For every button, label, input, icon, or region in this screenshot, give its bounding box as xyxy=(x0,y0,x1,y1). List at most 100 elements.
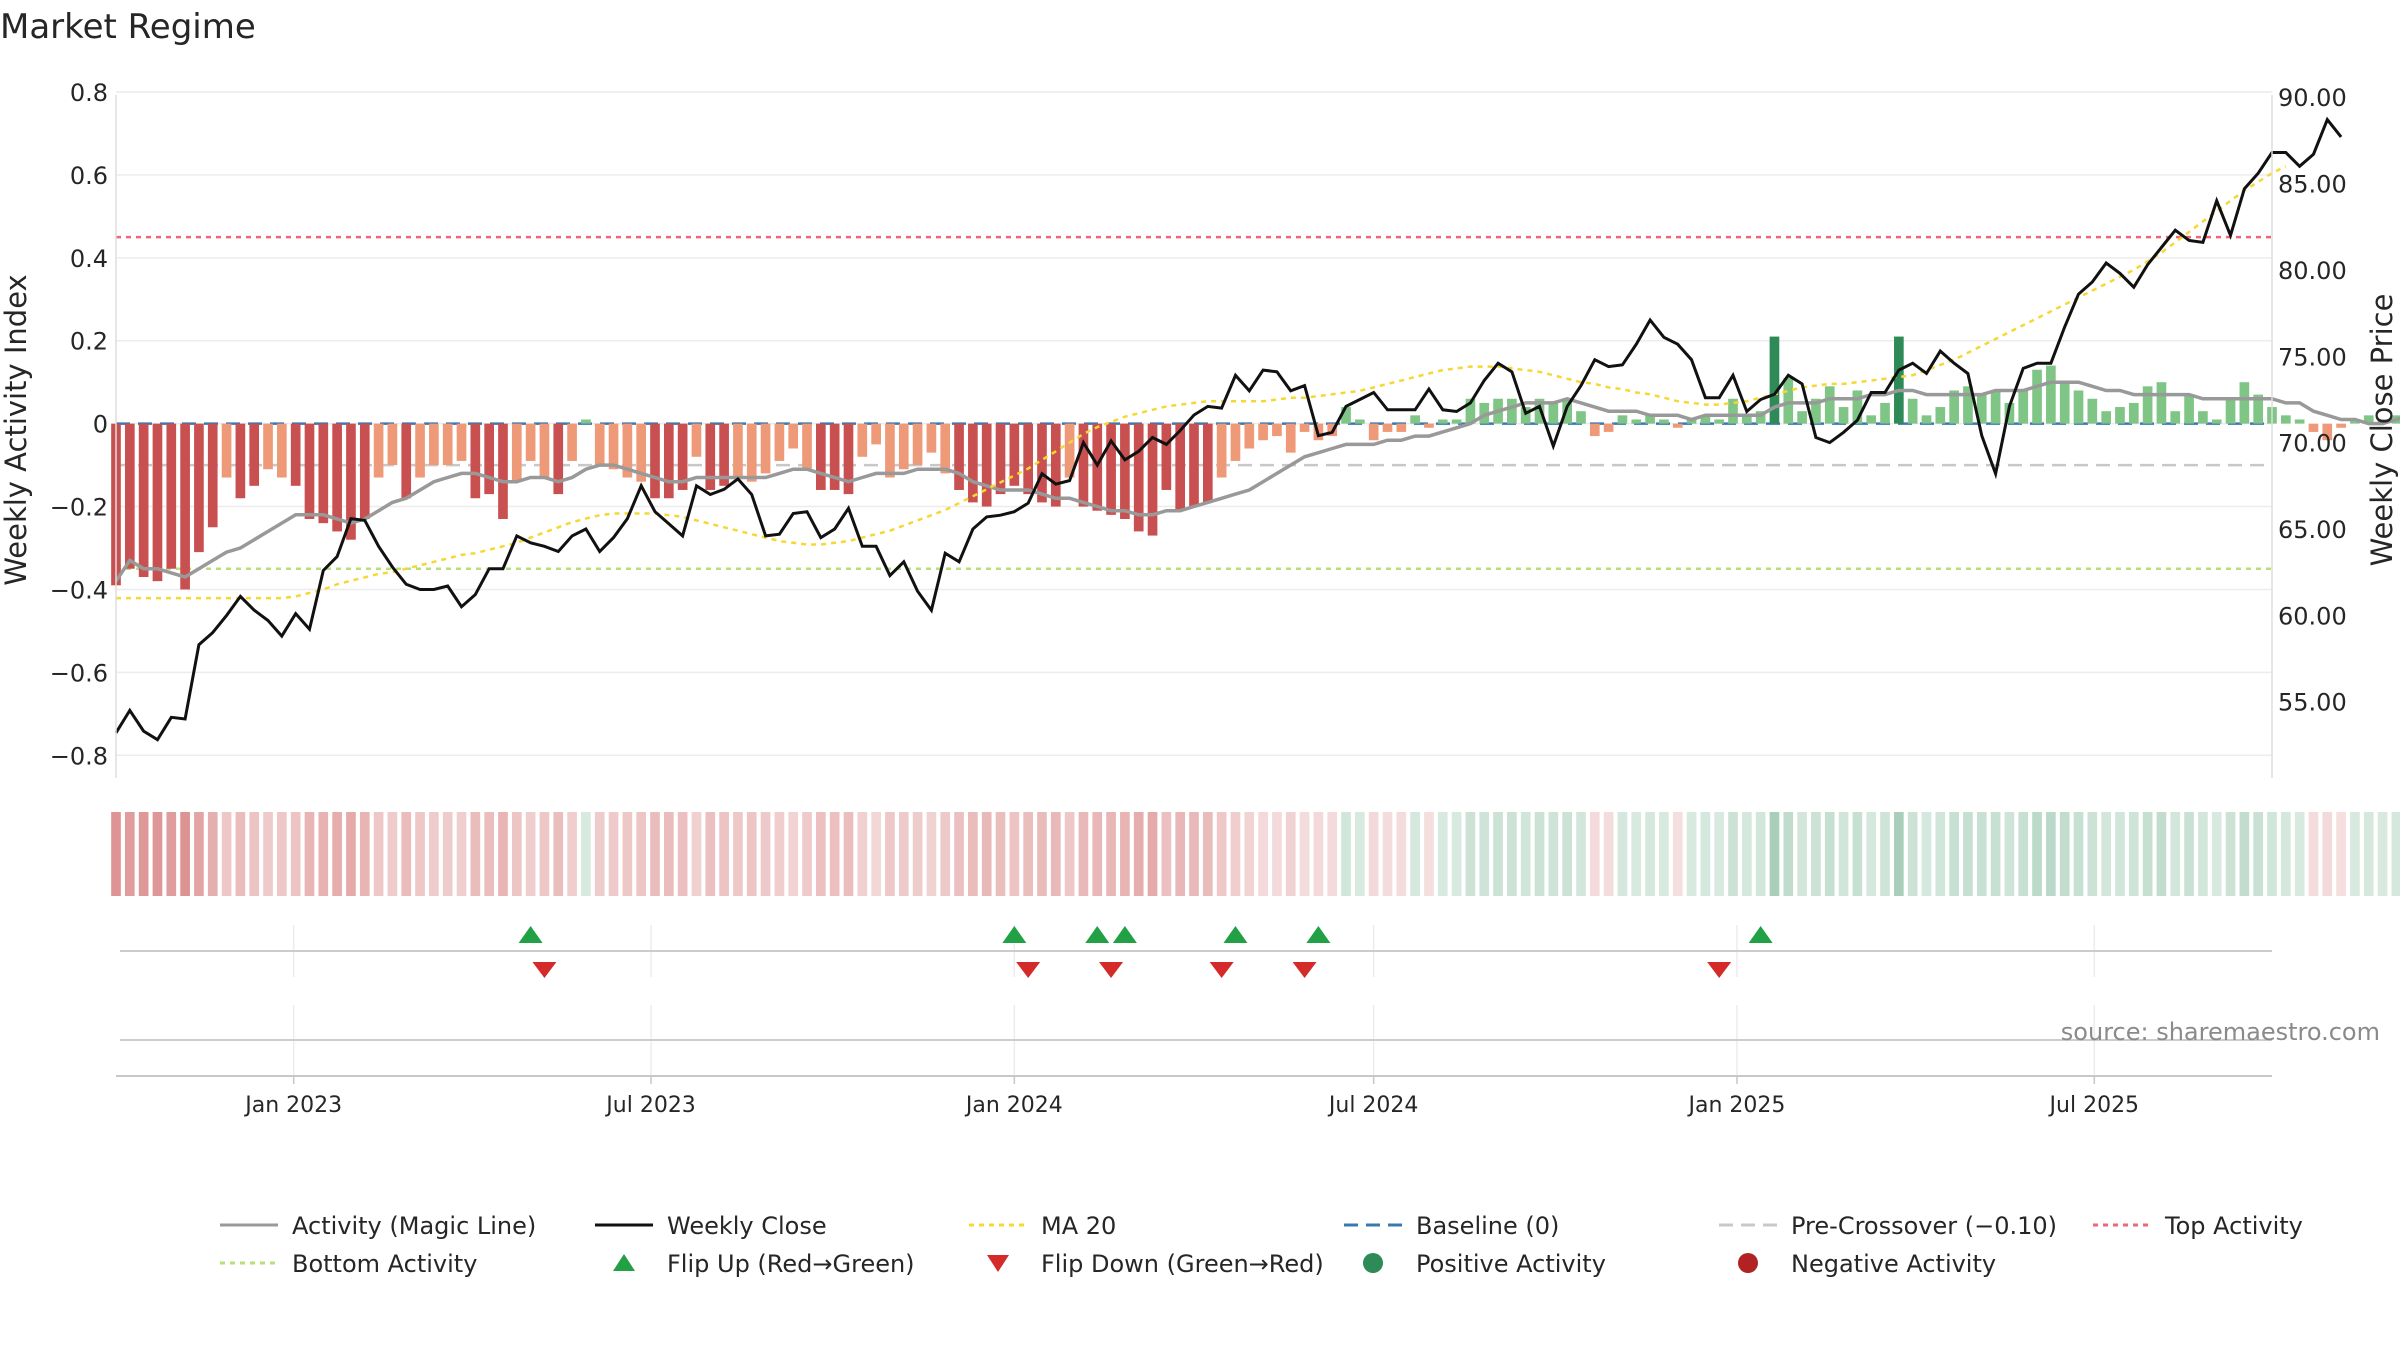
regime-cell xyxy=(1050,812,1061,896)
regime-cell xyxy=(1672,812,1683,896)
legend-swatch xyxy=(987,1255,1009,1272)
regime-cell xyxy=(733,812,743,896)
activity-bar xyxy=(498,423,508,519)
legend-label: Baseline (0) xyxy=(1416,1212,1559,1240)
regime-cell xyxy=(650,812,660,896)
activity-bar xyxy=(760,423,771,474)
regime-cell xyxy=(1064,812,1075,896)
activity-bar xyxy=(1133,423,1144,532)
regime-cell xyxy=(1949,812,1959,896)
activity-bar xyxy=(1700,415,1711,424)
activity-bar xyxy=(429,423,439,466)
regime-cell xyxy=(581,812,591,896)
regime-cell xyxy=(290,812,301,896)
activity-bar xyxy=(1106,423,1116,515)
regime-cell xyxy=(2032,812,2042,896)
activity-bar xyxy=(387,423,398,466)
activity-bar xyxy=(2059,382,2070,424)
legend-item: MA 20 xyxy=(969,1212,1116,1240)
activity-bar xyxy=(1355,419,1365,424)
activity-bar xyxy=(456,423,467,461)
activity-bar xyxy=(235,423,246,499)
flip-down-marker xyxy=(1707,962,1732,978)
regime-cell xyxy=(387,812,398,896)
activity-bar xyxy=(1078,423,1089,507)
x-tick-label: Jul 2023 xyxy=(604,1093,696,1118)
regime-cell xyxy=(1894,812,1904,896)
activity-bar xyxy=(608,423,619,470)
regime-cell xyxy=(373,812,384,896)
activity-bar xyxy=(2211,419,2222,424)
y-left-tick-label: 0.4 xyxy=(70,245,108,273)
axes xyxy=(115,95,2273,1077)
regime-cell xyxy=(2211,812,2222,896)
activity-bar xyxy=(1272,423,1282,437)
regime-cell xyxy=(1769,812,1780,896)
regime-cell xyxy=(1133,812,1144,896)
activity-bar xyxy=(677,423,688,490)
regime-cell xyxy=(788,812,799,896)
regime-cell xyxy=(498,812,508,896)
regime-cell xyxy=(1534,812,1545,896)
activity-bar xyxy=(1783,378,1794,424)
activity-bar xyxy=(733,423,743,478)
flip-up-marker xyxy=(1306,926,1331,943)
regime-cell xyxy=(539,812,550,896)
legend-swatch xyxy=(1738,1253,1758,1273)
regime-cell xyxy=(1728,812,1738,896)
regime-cell xyxy=(1189,812,1199,896)
activity-bar xyxy=(2032,369,2042,424)
regime-cell xyxy=(954,812,964,896)
activity-bar xyxy=(2018,390,2029,424)
activity-bar xyxy=(1451,419,1462,424)
activity-bar xyxy=(194,423,204,553)
activity-bar xyxy=(304,423,315,519)
legend-label: MA 20 xyxy=(1041,1212,1116,1240)
regime-cell xyxy=(470,812,481,896)
weekly-close-line xyxy=(114,116,2343,742)
regime-cell xyxy=(843,812,854,896)
regime-cell xyxy=(1520,812,1531,896)
activity-bar xyxy=(2073,390,2084,424)
x-tick-label: Jan 2025 xyxy=(1686,1093,1785,1118)
x-tick-label: Jul 2024 xyxy=(1327,1093,1419,1118)
legend-label: Negative Activity xyxy=(1791,1250,1996,1278)
x-axis-ticks: Jan 2023 Jul 2023 Jan 2024 Jul 2024 Jan 2025… xyxy=(243,1076,2139,1118)
activity-bar xyxy=(802,423,812,470)
activity-bar xyxy=(2156,382,2167,424)
regime-cell xyxy=(1935,812,1946,896)
regime-cell xyxy=(180,812,190,896)
regime-cell xyxy=(2280,812,2291,896)
activity-bar xyxy=(484,423,494,495)
activity-bar xyxy=(180,423,190,590)
activity-bar xyxy=(401,423,412,499)
regime-cell xyxy=(166,812,177,896)
activity-bar xyxy=(1907,398,1918,424)
regime-cell xyxy=(1285,812,1296,896)
y-left-tick-label: 0 xyxy=(93,411,108,439)
activity-bar xyxy=(2253,394,2264,424)
y-right-tick-label: 70.00 xyxy=(2278,430,2347,458)
regime-cell xyxy=(1258,812,1268,896)
activity-bar xyxy=(332,423,342,532)
activity-bar xyxy=(1341,407,1351,424)
regime-cell xyxy=(926,812,937,896)
x-tick-label: Jan 2024 xyxy=(964,1093,1063,1118)
regime-cell xyxy=(816,812,826,896)
regime-cell xyxy=(2308,812,2319,896)
regime-cell xyxy=(1686,812,1697,896)
activity-bar xyxy=(1507,398,1517,424)
regime-cell xyxy=(1009,812,1020,896)
activity-bar xyxy=(373,423,384,478)
x-tick-label: Jul 2025 xyxy=(2048,1093,2140,1118)
regime-cell xyxy=(1589,812,1600,896)
legend-label: Positive Activity xyxy=(1416,1250,1606,1278)
flip-down-marker xyxy=(1099,962,1124,978)
regime-cell xyxy=(1603,812,1614,896)
activity-bar xyxy=(843,423,854,495)
activity-bar xyxy=(1562,398,1572,424)
regime-cell xyxy=(1106,812,1116,896)
flip-up-marker xyxy=(518,926,543,943)
activity-bar xyxy=(152,423,163,582)
activity-bar xyxy=(1576,411,1586,424)
